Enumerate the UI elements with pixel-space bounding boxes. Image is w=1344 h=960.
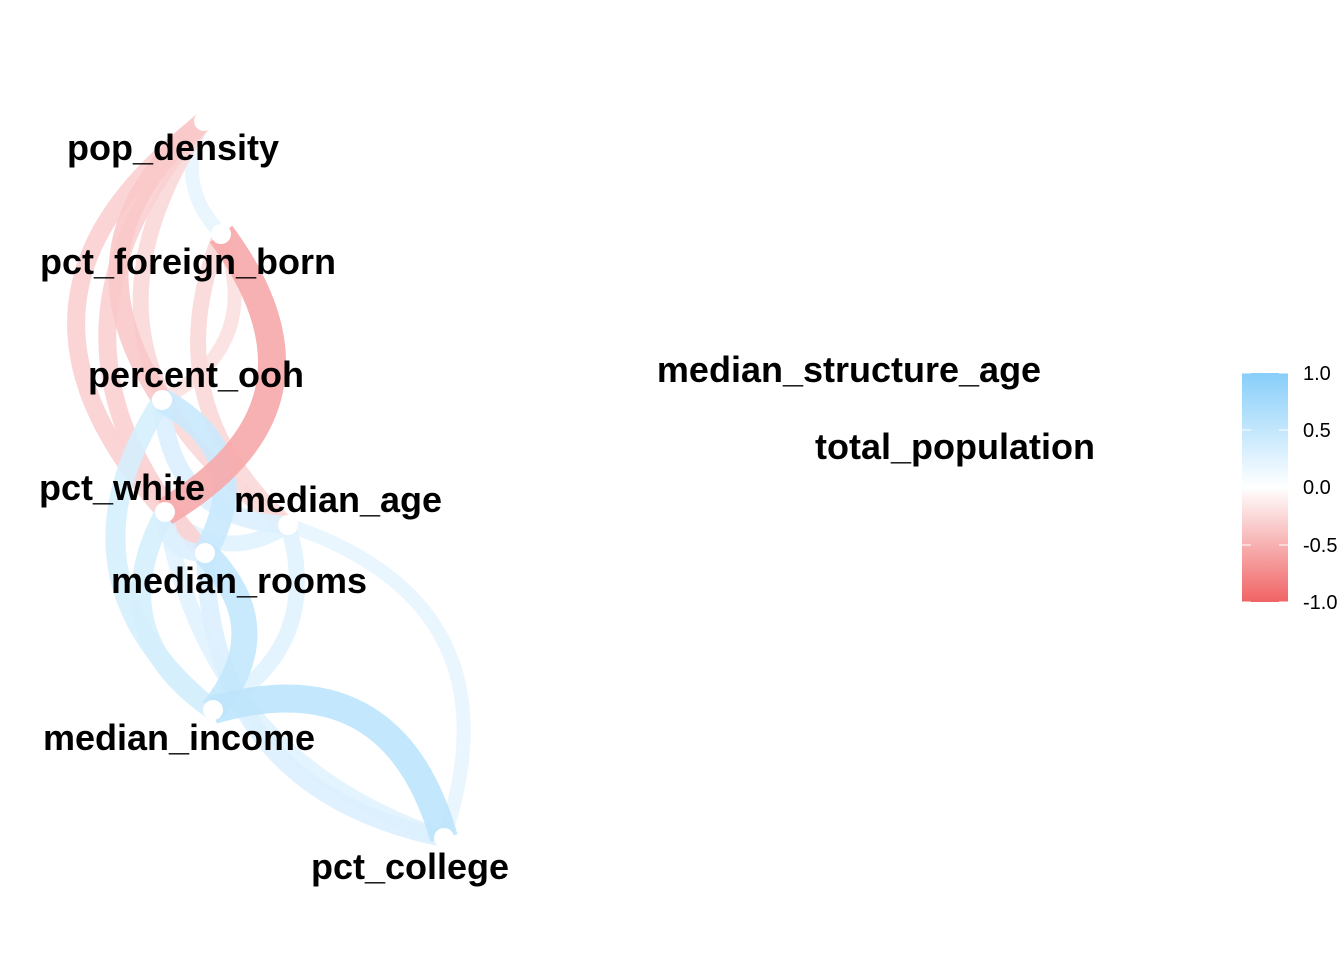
edge-pct_foreign_born-median_age [190,231,294,531]
node-point-median_age [278,515,298,535]
node-point-pct_foreign_born [211,224,231,244]
legend-tick-label: 1.0 [1303,363,1331,385]
node-point-percent_ooh [152,390,172,410]
node-point-pop_density [194,111,214,131]
node-label-median-age: median_age [234,479,442,520]
node-point-pct_college [434,828,454,848]
colorbar-ticks [1242,372,1288,603]
color-legend: 1.0 0.5 0.0 -0.5 -1.0 [1242,363,1337,614]
edge-pct_white-median_income [131,507,219,719]
node-point-pct_white [155,502,175,522]
node-label-total-population: total_population [815,426,1095,467]
edge-median_rooms-median_income [195,543,258,719]
node-label-pct-college: pct_college [311,846,509,887]
edge-pop_density-percent_ooh [108,113,211,406]
node-label-pct-white: pct_white [39,467,205,508]
node-point-median_rooms [195,543,215,563]
node-label-median-income: median_income [43,717,315,758]
edge-pct_foreign_born-pct_white [157,225,286,525]
node-label-pop-density: pop_density [67,127,279,168]
legend-tick-label: 0.5 [1303,420,1331,442]
node-label-median-rooms: median_rooms [111,560,367,601]
node-labels: pop_density pct_foreign_born percent_ooh… [39,127,1095,887]
legend-tick-label: -1.0 [1303,592,1337,614]
legend-tick-label: -0.5 [1303,535,1337,557]
edge-median_age-pct_college [285,518,471,841]
node-label-median-structure-age: median_structure_age [657,349,1041,390]
edge-median_income-pct_college [209,684,458,842]
nodes-layer [152,111,454,848]
node-point-median_income [203,700,223,720]
edge-median_rooms-pct_college [196,552,446,847]
node-label-pct-foreign-born: pct_foreign_born [40,241,336,282]
node-label-percent-ooh: percent_ooh [88,354,304,395]
legend-tick-label: 0.0 [1303,477,1331,499]
